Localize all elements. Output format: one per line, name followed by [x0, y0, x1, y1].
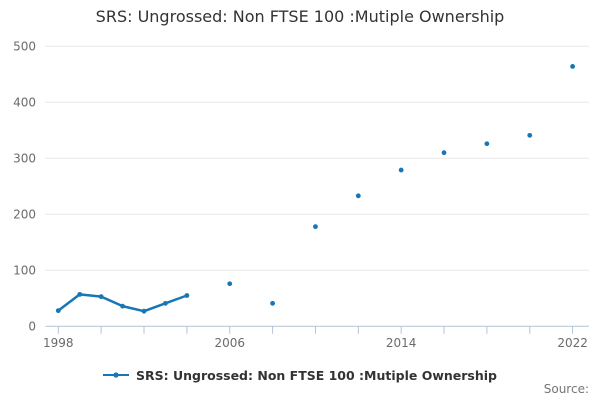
data-point[interactable] [184, 293, 190, 298]
y-axis-tick-label: 200 [13, 207, 36, 221]
x-axis-tick-label: 2022 [557, 336, 588, 350]
data-point[interactable] [398, 167, 404, 173]
legend-line-marker-icon [102, 372, 129, 378]
data-point[interactable] [163, 300, 168, 306]
legend-label: SRS: Ungrossed: Non FTSE 100 :Mutiple Ow… [135, 367, 498, 383]
data-point[interactable] [270, 300, 275, 306]
data-point[interactable] [570, 64, 576, 69]
data-point[interactable] [313, 224, 318, 230]
data-point[interactable] [77, 291, 83, 297]
y-axis-tick-label: 300 [13, 151, 36, 165]
data-point[interactable] [120, 303, 125, 309]
y-axis-tick-label: 400 [13, 95, 36, 109]
y-axis-tick-label: 100 [13, 263, 36, 277]
x-axis-tick-label: 2006 [214, 336, 245, 350]
legend-item[interactable]: SRS: Ungrossed: Non FTSE 100 :Mutiple Ow… [0, 366, 600, 384]
data-point[interactable] [141, 308, 147, 314]
y-axis-tick-label: 0 [28, 319, 36, 333]
x-axis-tick-label: 2014 [386, 336, 417, 350]
data-point[interactable] [227, 281, 233, 287]
x-axis-tick-label: 1998 [43, 336, 74, 350]
y-axis-tick-label: 500 [13, 39, 36, 53]
data-point[interactable] [527, 132, 533, 138]
data-point[interactable] [55, 308, 61, 314]
data-point[interactable] [484, 141, 490, 147]
data-point[interactable] [355, 193, 361, 199]
source-label: Source: [543, 382, 589, 396]
chart-title: SRS: Ungrossed: Non FTSE 100 :Mutiple Ow… [95, 7, 505, 26]
data-point[interactable] [441, 150, 447, 156]
data-point[interactable] [98, 294, 104, 300]
